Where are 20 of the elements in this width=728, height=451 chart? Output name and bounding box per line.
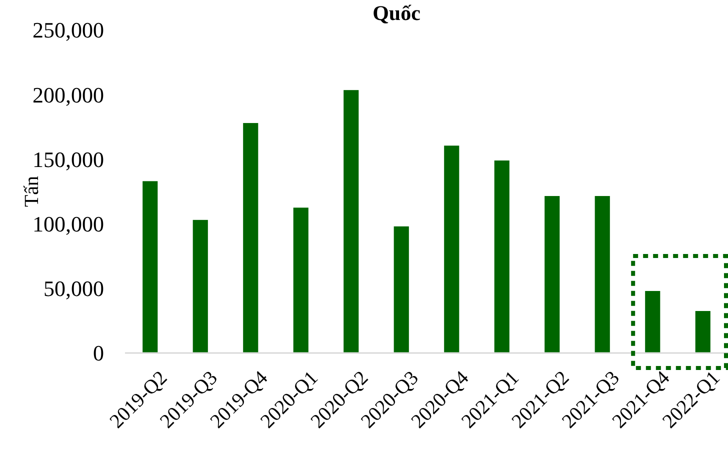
bar	[544, 196, 560, 353]
bar	[494, 160, 510, 353]
y-tick-label: 0	[93, 340, 104, 366]
bar	[192, 220, 208, 353]
bar	[142, 181, 158, 353]
y-tick-label: 250,000	[32, 18, 104, 43]
bar	[444, 146, 460, 353]
y-tick-label: 50,000	[44, 276, 104, 302]
bar	[645, 290, 660, 353]
y-tick-label: 200,000	[32, 82, 104, 108]
bar	[293, 208, 308, 353]
y-axis-title: Tấn	[21, 176, 43, 208]
y-tick-label: 150,000	[32, 146, 104, 172]
bar	[344, 90, 359, 353]
bar	[594, 196, 610, 353]
y-tick-label: 100,000	[32, 212, 104, 236]
chart-title: Quốc	[372, 1, 420, 25]
bar	[394, 226, 409, 353]
bar	[695, 311, 710, 353]
bar	[243, 123, 258, 353]
